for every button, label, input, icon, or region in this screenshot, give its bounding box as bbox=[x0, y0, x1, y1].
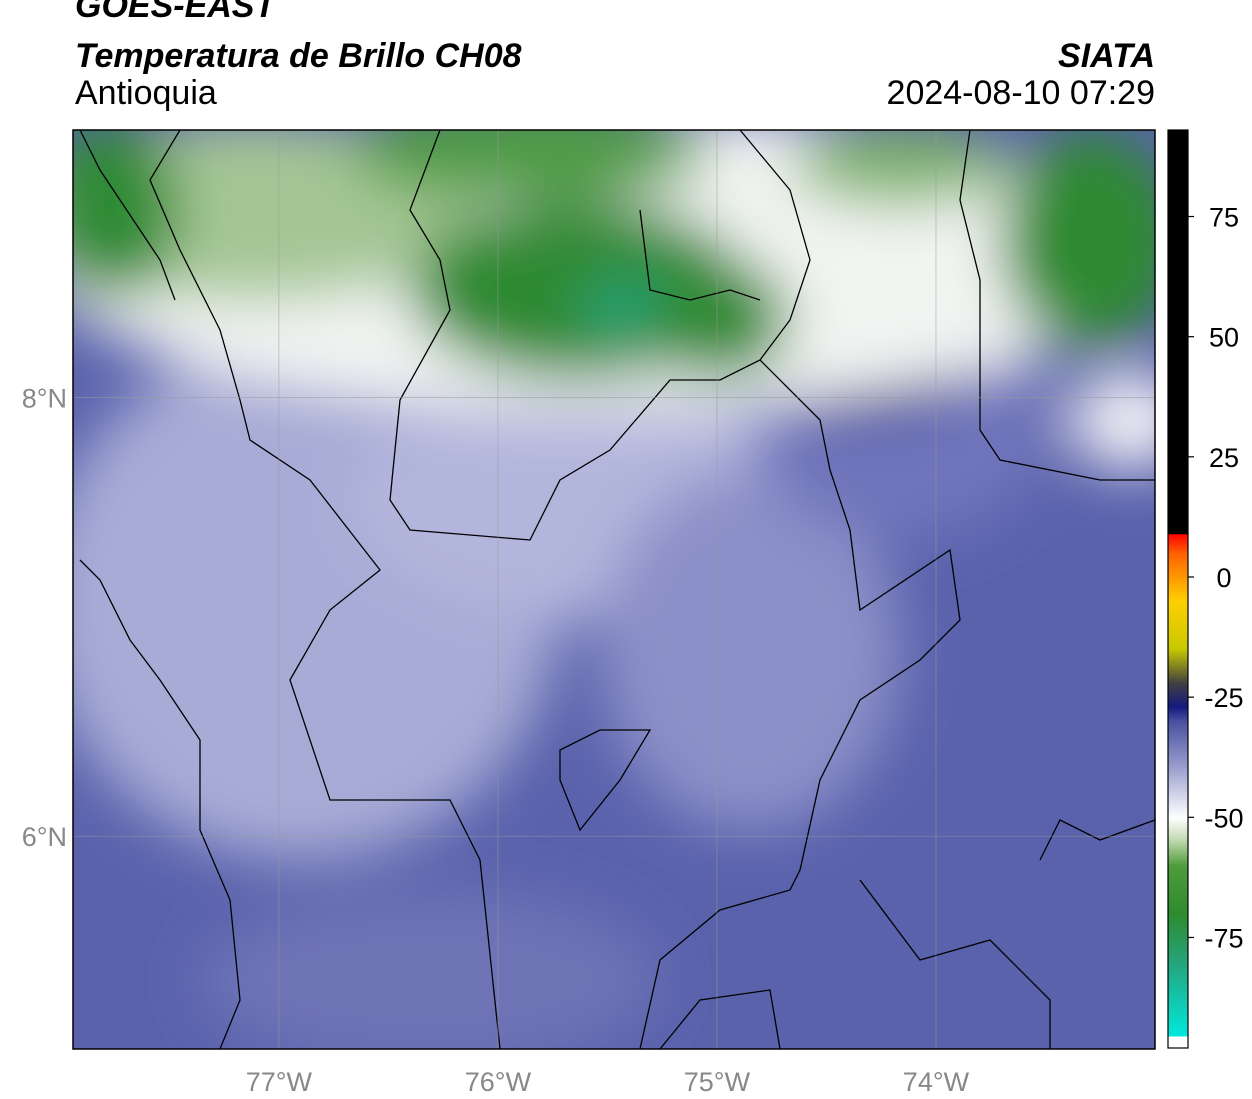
colorbar-segment bbox=[1168, 649, 1188, 684]
satellite-title: GOES-EAST bbox=[75, 0, 278, 25]
colorbar-segment bbox=[1168, 913, 1188, 962]
colorbar-tick-label: -50 bbox=[1204, 803, 1243, 833]
x-tick-label: 76°W bbox=[465, 1067, 532, 1097]
colorbar-segment bbox=[1168, 552, 1188, 602]
map-frame bbox=[72, 129, 1156, 1050]
colorbar-segment bbox=[1168, 533, 1188, 554]
source-label: SIATA bbox=[1058, 37, 1155, 75]
colorbar-segment bbox=[1168, 706, 1188, 722]
y-tick-label: 8°N bbox=[22, 384, 67, 414]
x-tick-label: 74°W bbox=[903, 1067, 970, 1097]
colorbar-frame bbox=[1167, 129, 1189, 1049]
product-title: Temperatura de Brillo CH08 bbox=[75, 37, 522, 75]
colorbar-segment bbox=[1168, 721, 1188, 770]
colorbar-segment bbox=[1168, 601, 1188, 650]
x-tick-label: 77°W bbox=[246, 1067, 313, 1097]
colorbar-tick-label: 75 bbox=[1209, 203, 1239, 233]
timestamp: 2024-08-10 07:29 bbox=[887, 74, 1155, 112]
colorbar-segment bbox=[1168, 865, 1188, 914]
map-field bbox=[73, 130, 1155, 1049]
x-tick-label: 75°W bbox=[684, 1067, 751, 1097]
colorbar-tick-label: 0 bbox=[1216, 563, 1231, 593]
colorbar-tick-label: -25 bbox=[1204, 683, 1243, 713]
colorbar-segment bbox=[1168, 1035, 1188, 1049]
colorbar-segment bbox=[1168, 961, 1188, 1037]
colorbar-segment bbox=[1168, 841, 1188, 866]
colorbar-tick-label: 25 bbox=[1209, 443, 1239, 473]
colorbar-segment bbox=[1168, 682, 1188, 708]
colorbar-segment bbox=[1168, 769, 1188, 818]
colorbar-segment bbox=[1168, 817, 1188, 842]
region-label: Antioquia bbox=[75, 74, 217, 112]
colorbar-segment bbox=[1168, 130, 1188, 535]
colorbar-tick-label: 50 bbox=[1209, 323, 1239, 353]
y-tick-label: 6°N bbox=[22, 822, 67, 852]
colorbar-tick-label: -75 bbox=[1204, 923, 1243, 953]
